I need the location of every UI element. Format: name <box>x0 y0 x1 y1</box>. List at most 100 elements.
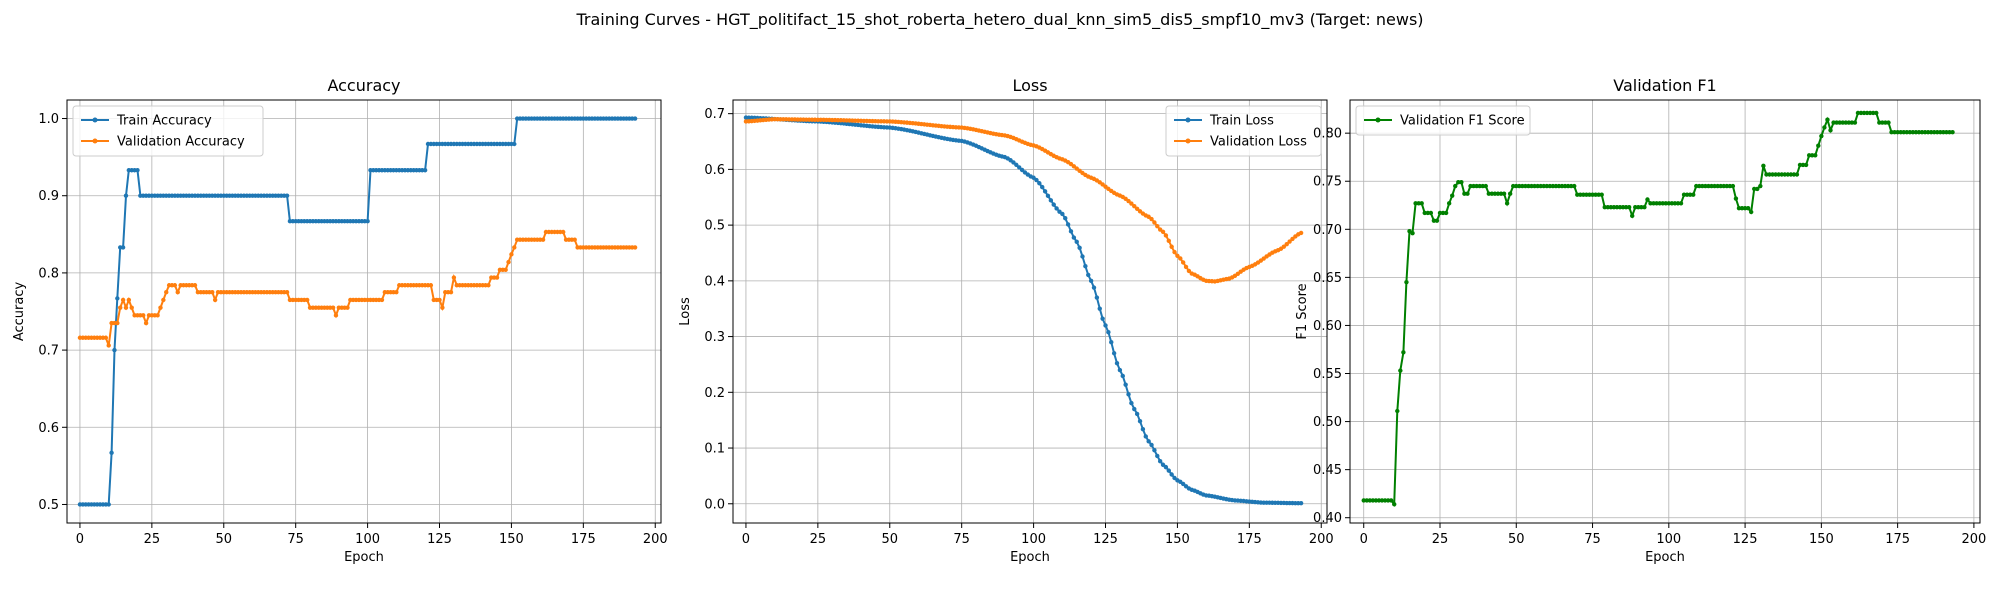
data-point <box>1126 392 1131 397</box>
data-point <box>1596 192 1601 197</box>
data-point <box>284 193 290 198</box>
data-point <box>1088 278 1094 284</box>
data-point <box>1871 110 1876 116</box>
x-tick-label: 100 <box>1656 532 1681 547</box>
legend-marker <box>92 138 98 144</box>
x-tick-label: 100 <box>1021 532 1046 547</box>
data-point <box>1745 205 1751 211</box>
data-point <box>106 343 111 348</box>
data-point <box>540 237 546 242</box>
data-point <box>1880 120 1885 125</box>
data-point <box>503 267 508 273</box>
data-point <box>1874 110 1879 116</box>
data-point <box>1166 468 1171 473</box>
y-tick-label: 0.8 <box>38 266 59 281</box>
data-point <box>1547 183 1553 189</box>
data-point <box>1063 216 1068 221</box>
data-point <box>112 347 117 353</box>
y-tick-label: 0.45 <box>1313 463 1342 478</box>
data-point <box>1091 285 1097 290</box>
legend-marker <box>1375 117 1381 123</box>
data-point <box>1907 130 1913 135</box>
data-point <box>1672 201 1678 206</box>
data-point <box>365 218 370 224</box>
data-point <box>1932 130 1937 135</box>
data-point <box>1462 191 1467 196</box>
data-point <box>1111 351 1117 356</box>
data-point <box>1724 183 1729 189</box>
data-point <box>1736 205 1742 211</box>
data-point <box>1103 323 1108 328</box>
data-point <box>1045 193 1051 199</box>
data-point <box>1169 472 1174 477</box>
data-point <box>141 313 146 318</box>
data-point <box>1157 459 1163 464</box>
x-tick-label: 200 <box>1309 532 1334 547</box>
data-point <box>1080 254 1085 259</box>
data-point <box>1584 192 1589 197</box>
data-point <box>509 252 514 257</box>
data-point <box>1700 183 1705 189</box>
legend-marker <box>92 117 98 123</box>
data-point <box>284 290 290 295</box>
data-point <box>1620 204 1626 210</box>
data-point <box>448 290 454 295</box>
data-point <box>1748 209 1754 215</box>
data-point <box>1486 191 1492 196</box>
data-point <box>1100 316 1105 321</box>
data-point <box>1581 192 1586 197</box>
y-tick-label: 0.2 <box>704 386 725 401</box>
data-point <box>1281 244 1287 249</box>
data-point <box>212 297 218 303</box>
data-point <box>1568 183 1574 189</box>
data-point <box>1086 272 1091 278</box>
data-point <box>1727 183 1733 189</box>
y-tick-label: 0.50 <box>1313 415 1342 430</box>
data-point <box>1134 206 1140 211</box>
legend-box <box>72 105 264 157</box>
data-point <box>1163 233 1169 238</box>
data-point <box>1761 163 1766 169</box>
data-point <box>440 305 445 310</box>
y-tick-label: 0.6 <box>704 163 725 178</box>
data-point <box>1517 183 1522 189</box>
x-tick-label: 200 <box>1961 532 1986 547</box>
data-point <box>1675 201 1681 206</box>
y-tick-label: 0.5 <box>704 219 725 234</box>
data-point <box>1373 498 1379 503</box>
data-point <box>1083 263 1088 269</box>
plot-frame <box>732 99 1328 524</box>
data-point <box>1456 179 1461 185</box>
data-point <box>192 283 198 288</box>
data-point <box>1443 210 1449 216</box>
x-tick-label: 75 <box>1584 532 1601 547</box>
data-point <box>129 305 134 310</box>
data-point <box>1779 172 1784 177</box>
legend-box <box>1165 105 1322 157</box>
data-point <box>1186 268 1192 274</box>
data-point <box>1410 230 1415 236</box>
data-point <box>1935 130 1940 135</box>
data-point <box>1048 198 1054 203</box>
chart-title: Accuracy <box>327 76 400 95</box>
data-point <box>1742 205 1748 211</box>
data-point <box>1669 201 1675 206</box>
data-point <box>1074 239 1079 245</box>
data-point <box>1843 120 1848 125</box>
x-tick-label: 125 <box>427 532 452 547</box>
data-point <box>1477 183 1482 189</box>
figure-title: Training Curves - HGT_politifact_15_shot… <box>576 10 1424 29</box>
x-tick-label: 75 <box>953 532 970 547</box>
data-point <box>210 290 215 295</box>
data-point <box>1183 264 1189 270</box>
data-point <box>1559 183 1565 189</box>
legend-label: Validation Loss <box>1210 135 1307 150</box>
data-point <box>1681 192 1687 197</box>
data-point <box>1633 204 1638 210</box>
y-tick-label: 0.70 <box>1313 223 1342 238</box>
data-point <box>1819 133 1824 139</box>
data-point <box>1648 201 1653 206</box>
data-point <box>1678 201 1684 206</box>
x-tick-label: 0 <box>76 532 84 547</box>
